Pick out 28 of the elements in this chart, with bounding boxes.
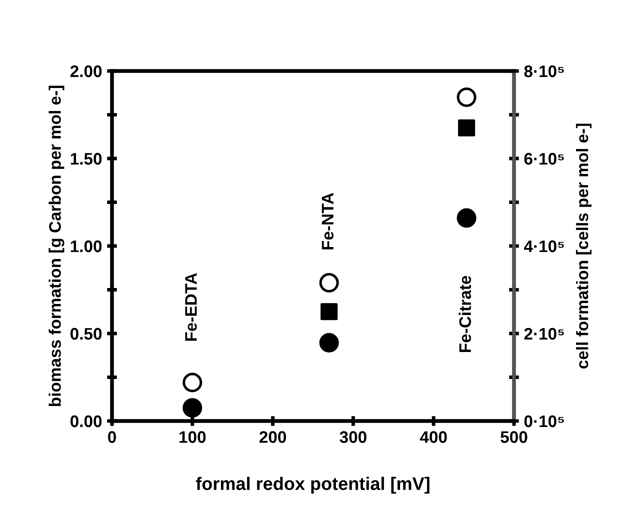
y-tick-label: 2.00 <box>70 65 102 78</box>
y2-tick-label: 0·10⁵ <box>524 415 564 428</box>
annotation: Fe-Citrate <box>458 276 472 352</box>
y2-tick-label: 6·10⁵ <box>524 152 564 165</box>
point <box>319 272 339 293</box>
x-tick-label: 400 <box>420 431 447 443</box>
y2-axis-title: cell formation [cells per mol e-] <box>576 124 592 369</box>
y2-tick-label: 4·10⁵ <box>524 240 564 252</box>
x-tick-label: 200 <box>259 431 286 443</box>
annotation: Fe-EDTA <box>185 273 197 341</box>
point <box>182 398 202 418</box>
y-tick-label: 0.50 <box>70 328 102 340</box>
y-axis-title: biomass formation [g Carbon per mol e-] <box>48 86 64 406</box>
x-tick-label: 100 <box>180 431 206 443</box>
y-tick-label: 1.00 <box>70 240 102 252</box>
y2-tick-label: 8·10⁵ <box>524 65 564 78</box>
annotation: Fe-NTA <box>322 192 334 250</box>
y-tick-label: 1.50 <box>70 152 102 165</box>
x-tick-label: 0 <box>108 431 116 443</box>
y2-tick-label: 2·10⁵ <box>524 328 564 340</box>
point <box>182 372 202 392</box>
x-axis-title: formal redox potential [mV] <box>196 476 430 494</box>
x-tick-label: 300 <box>340 431 366 443</box>
point <box>319 333 339 353</box>
point <box>456 208 476 228</box>
y-tick-label: 0.00 <box>70 415 102 428</box>
point <box>456 87 476 108</box>
x-tick-label: 500 <box>500 431 528 443</box>
